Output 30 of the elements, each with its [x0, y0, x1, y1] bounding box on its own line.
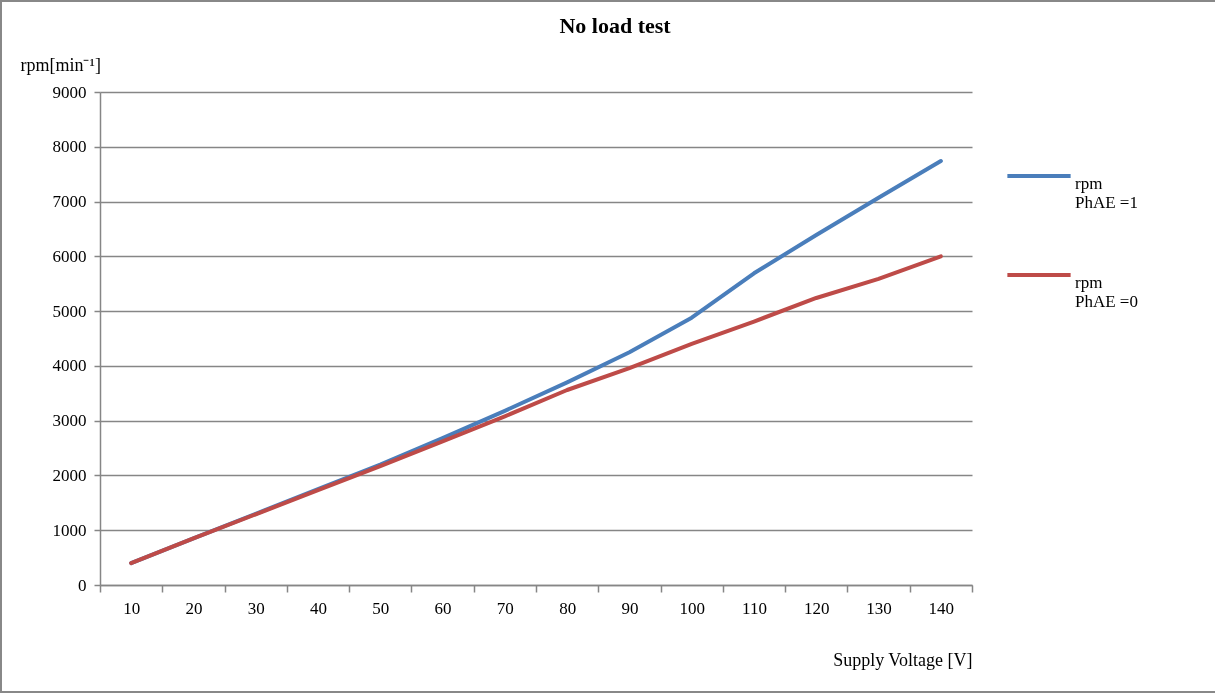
x-tick-label: 50	[372, 598, 390, 618]
legend-label: rpm PhAE =0	[1075, 273, 1138, 311]
line-series	[129, 254, 943, 566]
x-tick-label: 100	[679, 598, 705, 618]
y-tick-label: 1000	[52, 520, 87, 540]
x-tick-label: 10	[123, 598, 141, 618]
x-tick-label: 60	[434, 598, 452, 618]
x-axis-title: Supply Voltage [V]	[833, 649, 973, 670]
y-tick-label: 4000	[52, 356, 87, 376]
y-tick-label: 6000	[52, 246, 87, 266]
y-axis-title: rpm[min⁻¹]	[20, 54, 101, 75]
y-tick-label: 0	[78, 575, 87, 595]
x-tick-label: 40	[310, 598, 327, 618]
x-tick-label: 90	[621, 598, 639, 618]
x-tick-label: 80	[559, 598, 577, 618]
y-tick-label: 2000	[52, 465, 87, 485]
y-tick-label: 7000	[52, 192, 87, 212]
x-tick-label: 70	[496, 598, 514, 618]
x-tick-label: 30	[247, 598, 265, 618]
x-tick-label: 110	[742, 598, 767, 618]
legend-label: rpm PhAE =1	[1075, 174, 1138, 212]
chart-title: No load test	[559, 13, 672, 38]
y-tick-label: 3000	[52, 411, 87, 431]
x-tick-label: 130	[866, 598, 892, 618]
x-tick-label: 140	[928, 598, 955, 618]
y-tick-label: 8000	[52, 137, 87, 157]
x-tick-label: 120	[804, 598, 830, 618]
x-tick-label: 20	[185, 598, 203, 618]
y-tick-label: 5000	[52, 301, 87, 321]
y-tick-label: 9000	[52, 82, 87, 102]
